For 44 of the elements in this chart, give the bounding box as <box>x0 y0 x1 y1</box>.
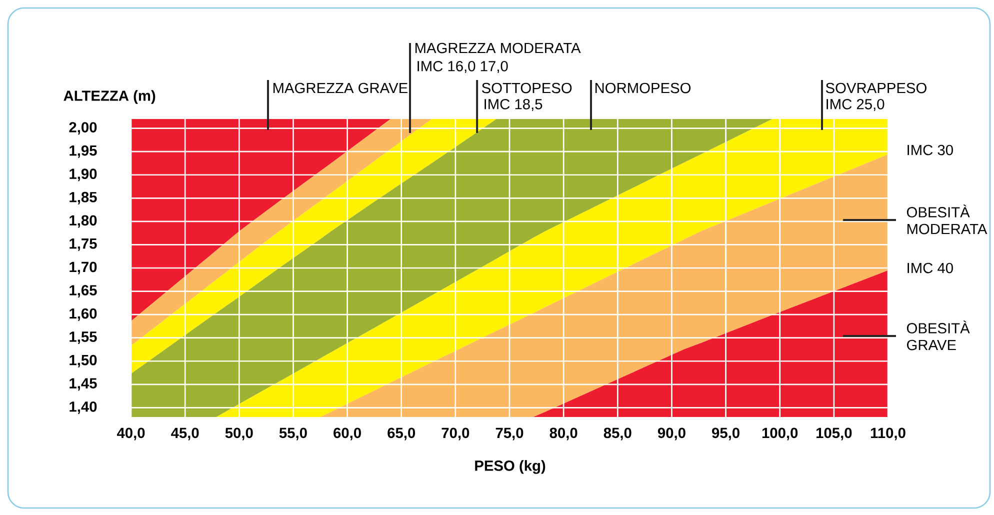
text: GRAVE <box>907 340 956 350</box>
y-tick-label: 1,90 <box>70 168 97 182</box>
text: MAGREZZA GRAVE <box>273 82 408 94</box>
y-tick-label: 1,45 <box>70 378 97 391</box>
text: IMC 16,0 17,0 <box>418 60 508 74</box>
x-tick-label: 105,0 <box>816 428 852 440</box>
text: IMC 40 <box>908 262 953 274</box>
y-tick-label: 1,85 <box>70 192 97 204</box>
x-tick-label: 110,0 <box>870 428 906 440</box>
text: NORMOPESO <box>595 82 691 94</box>
text: MODERATA <box>907 224 988 234</box>
text: IMC 18,5 <box>484 98 542 112</box>
y-axis-title: ALTEZZA (m) <box>64 90 156 104</box>
x-tick-label: 60,0 <box>334 428 361 440</box>
y-tick-label: 1,65 <box>70 285 97 298</box>
x-tick-label: 65,0 <box>388 428 416 440</box>
x-axis-title: PESO (kg) <box>475 460 546 474</box>
x-tick-label: 95,0 <box>712 428 740 440</box>
x-tick-label: 75,0 <box>496 428 524 440</box>
y-tick-label: 2,00 <box>69 122 97 135</box>
x-tick-label: 50,0 <box>225 428 253 440</box>
x-tick-label: 55,0 <box>279 428 307 440</box>
y-tick-label: 1,60 <box>70 308 97 321</box>
y-tick-label: 1,50 <box>70 354 97 368</box>
x-tick-label: 45,0 <box>171 428 199 440</box>
text: OBESITÀ <box>906 320 970 334</box>
y-tick-label: 1,80 <box>70 215 97 228</box>
text: IMC 30 <box>908 144 953 156</box>
text: IMC 25,0 <box>826 98 884 112</box>
x-tick-label: 100,0 <box>762 428 798 440</box>
y-tick-label: 1,75 <box>70 238 97 251</box>
y-tick-label: 1,55 <box>70 332 97 344</box>
x-tick-label: 80,0 <box>550 428 578 440</box>
annotation: MAGREZZA MODERATA <box>415 42 581 54</box>
y-tick-label: 1,40 <box>70 401 97 414</box>
x-tick-label: 40,0 <box>116 428 145 440</box>
y-tick-label: 1,95 <box>70 145 97 158</box>
x-tick-label: 90,0 <box>658 428 686 440</box>
y-tick-label: 1,70 <box>70 262 97 274</box>
text: SOVRAPPESO <box>826 82 926 94</box>
x-tick-label: 85,0 <box>604 428 632 440</box>
x-tick-label: 70,0 <box>442 428 470 440</box>
annotation: SOTTOPESO <box>482 82 572 94</box>
text: OBESITÀ <box>906 204 970 218</box>
